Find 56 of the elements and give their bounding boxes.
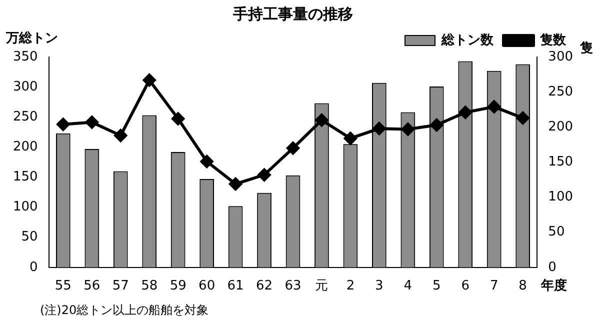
y2-tick-label: 300 xyxy=(548,49,574,64)
y2-tick-label: 50 xyxy=(548,224,565,240)
y2-tick-label: 150 xyxy=(548,154,574,170)
point xyxy=(56,118,70,131)
point xyxy=(286,142,300,155)
x-tick-label: 6 xyxy=(461,278,470,294)
y2-tick-label: 250 xyxy=(548,84,574,100)
y-tick-label: 350 xyxy=(12,49,38,64)
legend-label: 隻数 xyxy=(539,32,567,48)
y-tick-label: 200 xyxy=(12,140,38,155)
x-tick-label: 59 xyxy=(170,278,186,294)
point xyxy=(315,114,328,127)
point xyxy=(488,100,501,114)
point xyxy=(430,118,444,132)
x-tick-label: 63 xyxy=(284,278,302,294)
x-tick-label: 3 xyxy=(375,278,384,294)
x-tick-label: 56 xyxy=(84,278,100,294)
point xyxy=(114,129,128,142)
x-tick-label: 4 xyxy=(404,278,412,294)
point xyxy=(372,122,386,136)
x-tick-label: 60 xyxy=(198,278,216,294)
point xyxy=(258,168,271,182)
x-tick-label: 61 xyxy=(227,278,244,294)
point xyxy=(200,155,214,168)
y-tick-label: 250 xyxy=(12,109,38,124)
x-tick-label: 2 xyxy=(346,278,355,294)
y2-axis-title: 隻 xyxy=(579,40,593,56)
x-tick-label: 5 xyxy=(432,278,441,294)
x-tick-label: 57 xyxy=(112,278,129,294)
y-tick-label: 150 xyxy=(12,170,38,185)
x-tick-label: 55 xyxy=(54,278,72,294)
point xyxy=(401,122,414,136)
x-tick-label: 7 xyxy=(490,278,498,294)
y2-tick-label: 0 xyxy=(548,260,556,275)
text: (注)20総トン以上の船舶を対象 xyxy=(40,303,209,318)
chart-title: 手持工事量の推移 xyxy=(232,4,353,23)
y-tick-label: 50 xyxy=(21,230,38,245)
y-tick-label: 100 xyxy=(12,200,38,215)
legend-label: 総トン数 xyxy=(440,32,494,48)
x-tick-label: 62 xyxy=(256,278,273,294)
point xyxy=(142,74,156,87)
y-tick-label: 0 xyxy=(30,260,38,275)
x-tick-label: 8 xyxy=(518,278,527,294)
point xyxy=(516,112,530,125)
x-tick-label: 元 xyxy=(315,278,328,294)
y-tick-label: 300 xyxy=(12,79,38,94)
y2-tick-label: 200 xyxy=(548,120,574,135)
point xyxy=(85,116,98,129)
point xyxy=(344,132,357,145)
x-axis-title: 年度 xyxy=(540,277,568,294)
x-tick-label: 58 xyxy=(141,278,158,294)
point xyxy=(229,177,242,190)
point xyxy=(458,106,472,119)
point xyxy=(172,112,185,126)
y-axis-title: 万総トン xyxy=(5,30,58,46)
y2-tick-label: 100 xyxy=(548,190,574,205)
